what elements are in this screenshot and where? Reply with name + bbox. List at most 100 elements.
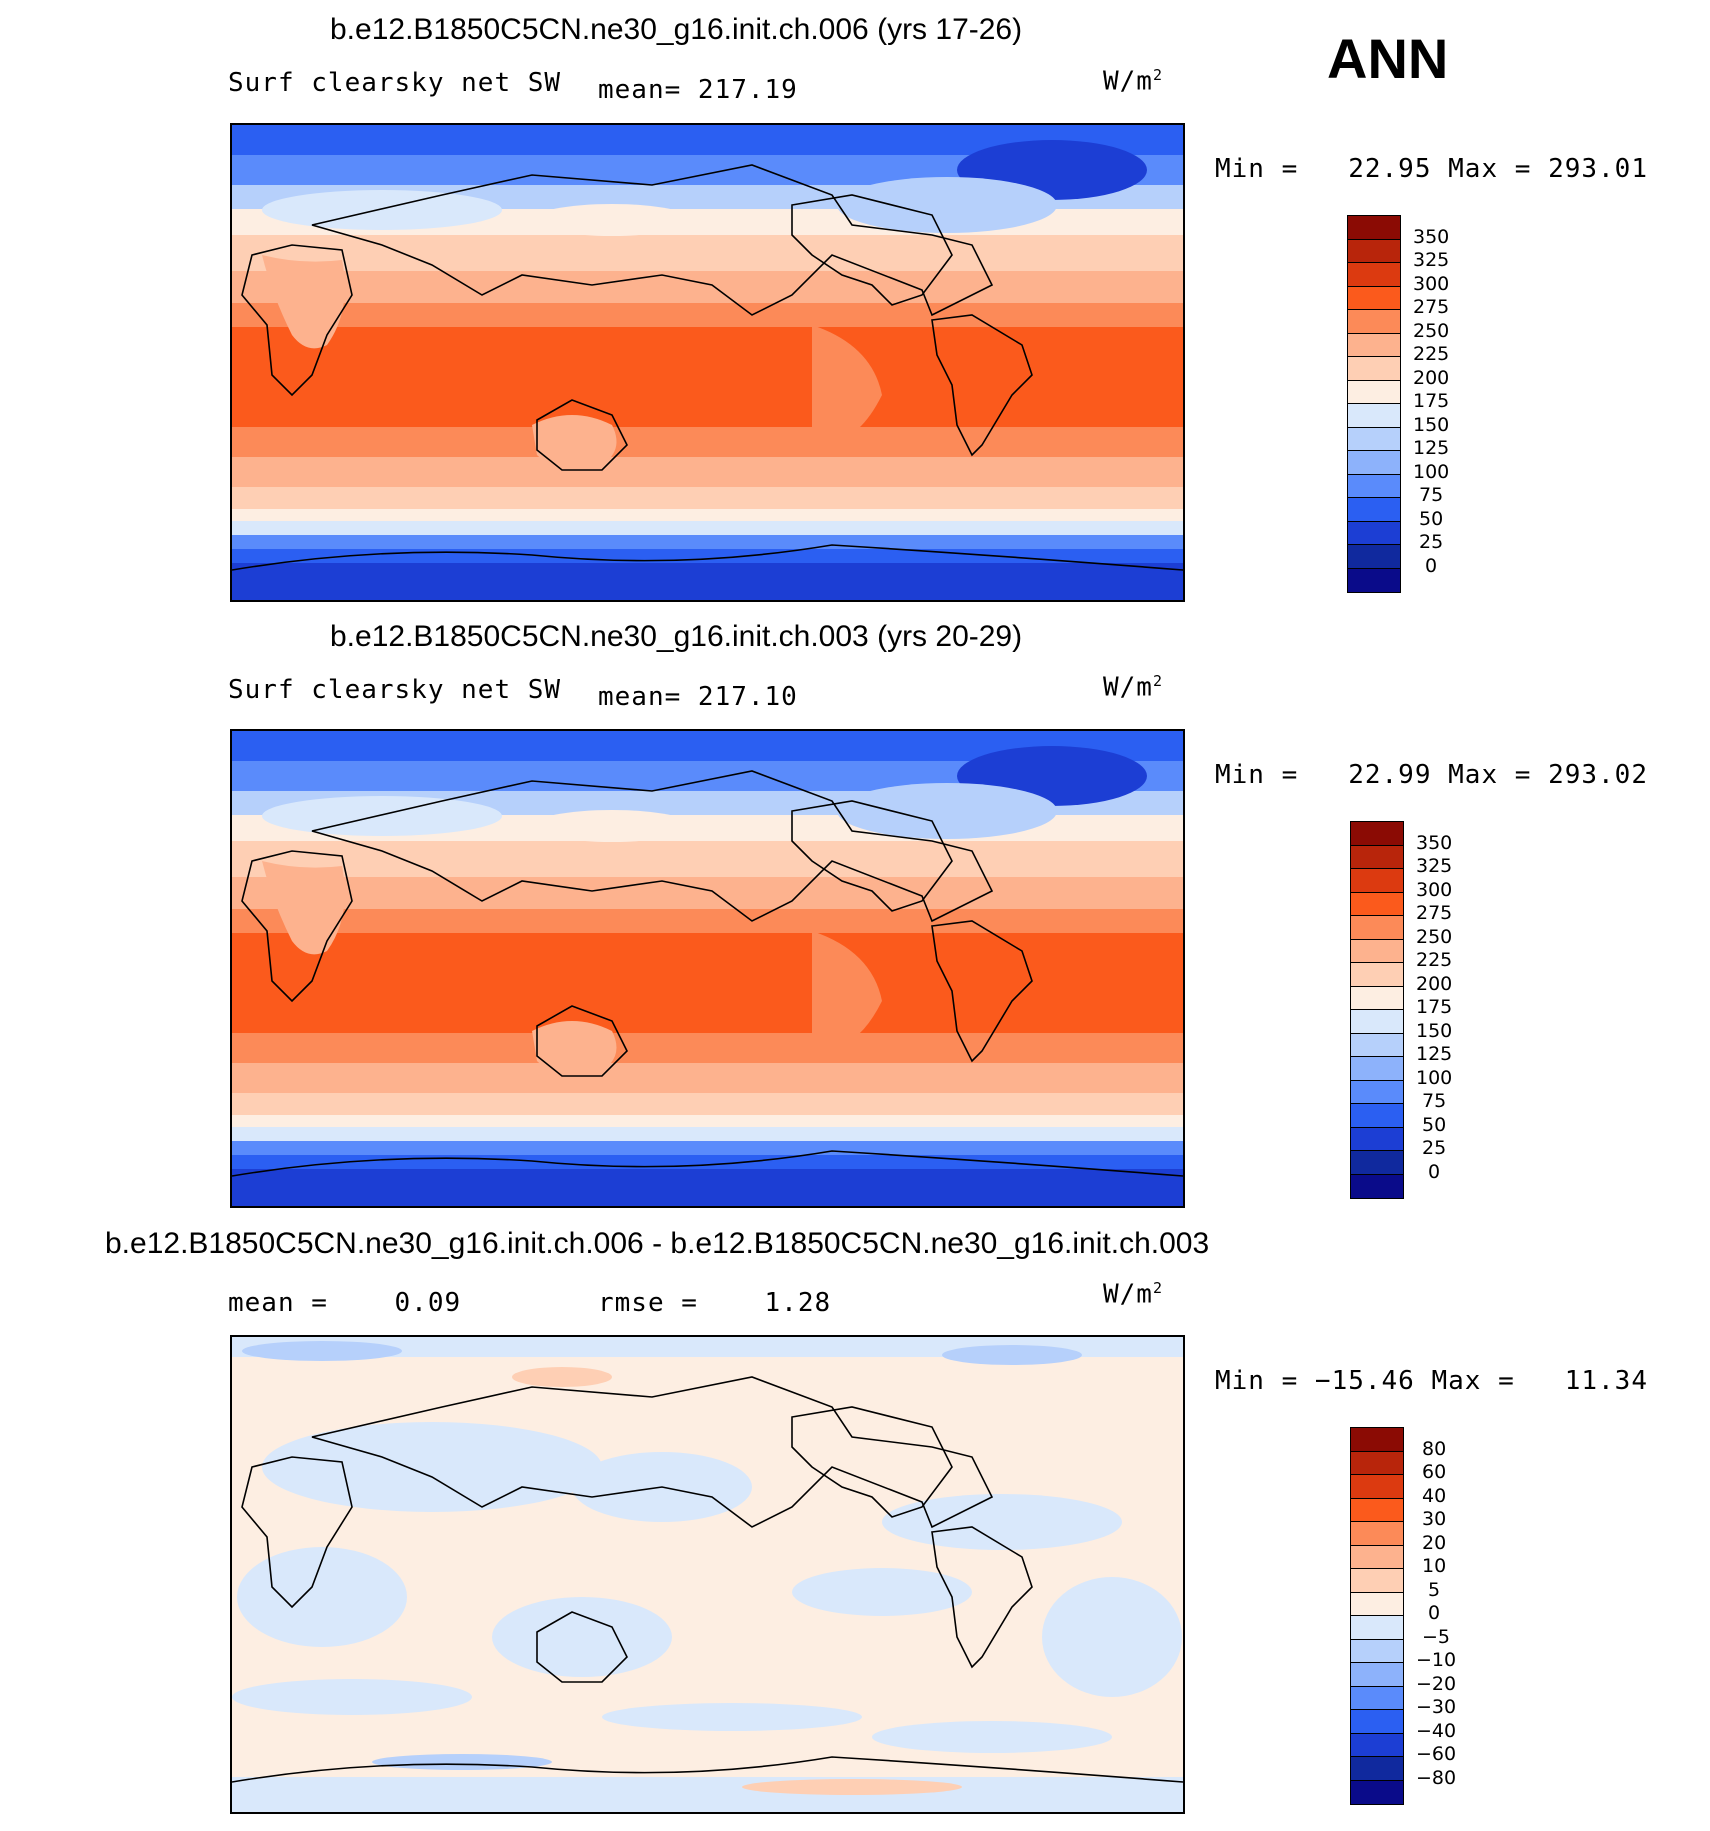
panel-3-unit-label: W/m2	[1103, 1279, 1163, 1310]
colorbar-swatch	[1350, 1591, 1404, 1617]
colorbar-tick-label: 10	[1422, 1555, 1447, 1577]
colorbar-tick-label: 0	[1428, 1160, 1441, 1183]
panel-1-mean-label: mean= 217.19	[598, 75, 798, 105]
colorbar-tick-label: 175	[1416, 996, 1453, 1018]
colorbar-swatch	[1347, 262, 1401, 287]
colorbar-tick-label: −10	[1416, 1649, 1457, 1671]
colorbar-tick-label: 225	[1416, 949, 1453, 971]
colorbar-tick-label: 125	[1416, 1043, 1453, 1065]
colorbar-swatch	[1350, 1756, 1404, 1781]
colorbar-tick-label: 80	[1422, 1437, 1447, 1460]
colorbar-swatch	[1350, 938, 1404, 964]
colorbar-tick-label: 20	[1422, 1531, 1447, 1554]
colorbar-swatch	[1350, 1685, 1404, 1711]
colorbar-tick-label: 300	[1413, 272, 1450, 295]
colorbar-swatch	[1347, 379, 1401, 405]
colorbar-tick-label: 75	[1419, 484, 1444, 506]
colorbar-tick-label: −20	[1416, 1672, 1457, 1695]
colorbar-swatch	[1350, 1032, 1404, 1058]
colorbar-swatch	[1347, 403, 1401, 428]
colorbar-swatch	[1350, 891, 1404, 917]
colorbar-tick-label: 250	[1413, 319, 1450, 342]
panel-3-map-field	[232, 1337, 1183, 1812]
colorbar-tick-label: −80	[1416, 1766, 1457, 1789]
colorbar-swatch	[1350, 1126, 1404, 1152]
colorbar-swatch	[1350, 1173, 1404, 1199]
colorbar-tick-label: 225	[1413, 343, 1450, 365]
colorbar-tick-label: 350	[1416, 831, 1453, 854]
colorbar-swatch	[1350, 1732, 1404, 1758]
colorbar-swatch	[1347, 238, 1401, 264]
panel-3-title: b.e12.B1850C5CN.ne30_g16.init.ch.006 - b…	[105, 1227, 1210, 1260]
colorbar-tick-label: 250	[1416, 925, 1453, 948]
panel-1-variable-label: Surf clearsky net SW	[228, 68, 562, 98]
panel-3-rmse-label: rmse = 1.28	[598, 1288, 832, 1318]
colorbar-swatch	[1350, 844, 1404, 870]
colorbar-tick-label: 200	[1416, 972, 1453, 995]
colorbar-swatch	[1350, 1568, 1404, 1593]
colorbar-swatch	[1350, 1544, 1404, 1570]
colorbar-swatch	[1350, 985, 1404, 1011]
colorbar-swatch	[1347, 520, 1401, 546]
colorbar-tick-label: 50	[1419, 507, 1444, 530]
panel-2-mean-label: mean= 217.10	[598, 682, 798, 712]
colorbar-tick-label: 325	[1416, 855, 1453, 877]
season-label: ANN	[1327, 27, 1449, 90]
colorbar-tick-label: −40	[1416, 1719, 1457, 1742]
colorbar-swatch	[1350, 1709, 1404, 1734]
colorbar-swatch	[1350, 1497, 1404, 1523]
colorbar-swatch	[1350, 1662, 1404, 1687]
colorbar-swatch	[1347, 473, 1401, 499]
colorbar-swatch	[1350, 1521, 1404, 1546]
colorbar-tick-label: 30	[1422, 1508, 1447, 1530]
colorbar-swatch	[1350, 1103, 1404, 1128]
colorbar-swatch	[1347, 309, 1401, 334]
colorbar-tick-label: 325	[1413, 249, 1450, 271]
colorbar-tick-label: 350	[1413, 225, 1450, 248]
colorbar-tick-label: 0	[1425, 554, 1438, 577]
panel-1-map-field	[232, 125, 1183, 600]
colorbar-tick-label: 75	[1422, 1090, 1447, 1112]
panel-2-title: b.e12.B1850C5CN.ne30_g16.init.ch.003 (yr…	[330, 620, 1023, 653]
colorbar-swatch	[1347, 426, 1401, 452]
panel-3-mean-label: mean = 0.09	[228, 1288, 462, 1318]
colorbar-swatch	[1350, 962, 1404, 987]
colorbar-swatch	[1350, 1638, 1404, 1664]
colorbar-swatch	[1350, 1427, 1404, 1452]
colorbar-tick-label: 300	[1416, 878, 1453, 901]
colorbar-tick-label: 50	[1422, 1113, 1447, 1136]
colorbar-swatch	[1347, 215, 1401, 240]
colorbar-tick-label: −5	[1422, 1625, 1451, 1648]
colorbar-swatch	[1347, 497, 1401, 522]
colorbar-tick-label: 100	[1416, 1066, 1453, 1089]
panel-1-minmax-label: Min = 22.95 Max = 293.01	[1215, 154, 1648, 184]
colorbar-swatch	[1347, 285, 1401, 311]
colorbar-tick-label: 275	[1413, 296, 1450, 318]
colorbar-swatch	[1347, 567, 1401, 593]
colorbar-tick-label: 40	[1422, 1484, 1447, 1507]
colorbar-swatch	[1350, 868, 1404, 893]
colorbar-swatch	[1350, 821, 1404, 846]
colorbar-swatch	[1350, 1009, 1404, 1034]
colorbar-swatch	[1350, 1779, 1404, 1805]
colorbar-tick-label: 60	[1422, 1461, 1447, 1483]
panel-1-unit-label: W/m2	[1103, 66, 1163, 97]
panel-3-map	[230, 1335, 1185, 1814]
colorbar-tick-label: 175	[1413, 390, 1450, 412]
panel-1-title: b.e12.B1850C5CN.ne30_g16.init.ch.006 (yr…	[330, 13, 1023, 46]
colorbar-swatch	[1350, 1615, 1404, 1640]
colorbar-tick-label: 150	[1413, 413, 1450, 436]
colorbar-swatch	[1347, 450, 1401, 475]
panel-2-variable-label: Surf clearsky net SW	[228, 675, 562, 705]
colorbar-tick-label: 100	[1413, 460, 1450, 483]
panel-2-map	[230, 729, 1185, 1208]
colorbar-swatch	[1350, 1150, 1404, 1175]
colorbar-tick-label: 200	[1413, 366, 1450, 389]
colorbar-tick-label: 275	[1416, 902, 1453, 924]
colorbar-swatch	[1350, 1079, 1404, 1105]
colorbar-tick-label: −30	[1416, 1696, 1457, 1718]
colorbar-tick-label: 25	[1422, 1137, 1447, 1159]
colorbar-tick-label: 25	[1419, 531, 1444, 553]
panel-3-minmax-label: Min = −15.46 Max = 11.34	[1215, 1366, 1648, 1396]
panel-2-unit-label: W/m2	[1103, 672, 1163, 703]
